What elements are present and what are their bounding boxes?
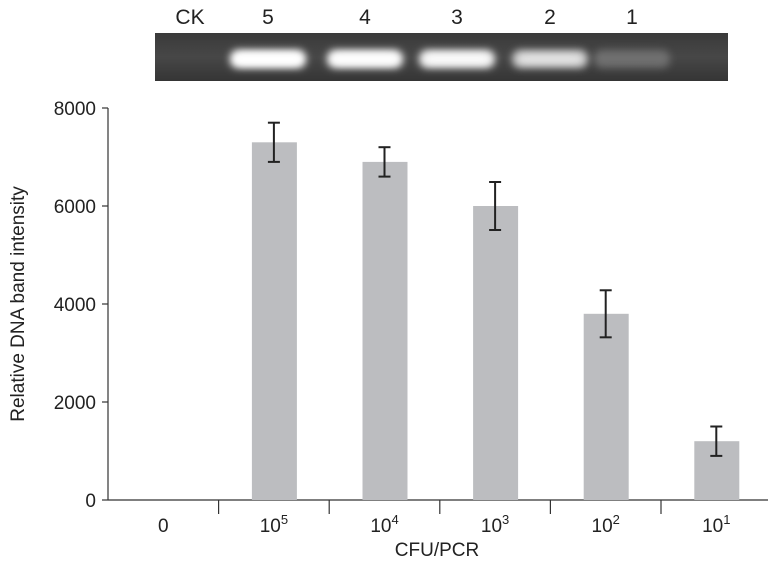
y-tick-label: 4000 xyxy=(54,295,96,316)
gel-lane-label: 1 xyxy=(626,6,638,29)
y-tick-label: 8000 xyxy=(54,99,96,120)
bar-chart: Relative DNA band intensity CFU/PCR 0 200… xyxy=(8,99,768,561)
gel-band xyxy=(594,50,670,68)
gel-band-core xyxy=(333,54,397,64)
x-tick-label: 0 xyxy=(158,516,169,537)
gel-band-core xyxy=(518,54,582,64)
bar xyxy=(251,142,297,501)
gel-lane-label: 3 xyxy=(451,6,463,29)
gel-band-core xyxy=(236,54,300,64)
x-tick-label: 102 xyxy=(592,512,620,537)
y-axis-label: Relative DNA band intensity xyxy=(8,186,29,422)
y-tick-label: 6000 xyxy=(54,197,96,218)
gel-lane-label: 4 xyxy=(359,6,371,29)
gel-lane-label: 5 xyxy=(262,6,274,29)
bar xyxy=(583,313,629,500)
bar xyxy=(362,161,408,500)
bar xyxy=(473,206,519,500)
gel-image: CK 5 4 3 2 1 xyxy=(155,6,728,81)
gel-lane-label: CK xyxy=(175,6,204,29)
x-axis-label: CFU/PCR xyxy=(395,540,479,561)
gel-lane-label: 2 xyxy=(544,6,556,29)
x-tick-label: 104 xyxy=(370,512,398,537)
x-tick-label: 105 xyxy=(260,512,288,537)
x-tick-label: 103 xyxy=(481,512,509,537)
x-tick-label: 101 xyxy=(702,512,730,537)
y-tick-label: 0 xyxy=(85,491,96,512)
y-tick-label: 2000 xyxy=(54,393,96,414)
gel-band-core xyxy=(425,54,489,64)
